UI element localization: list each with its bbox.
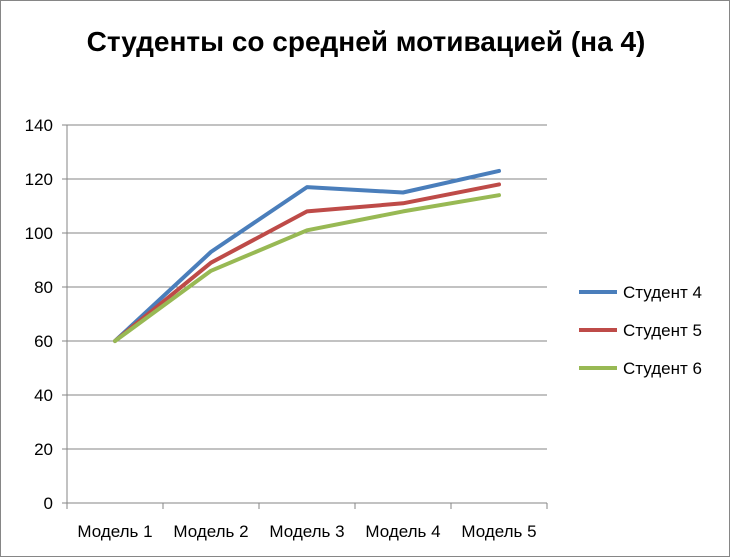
gridlines [67,124,547,450]
x-tick-label: Модель 1 [77,522,152,541]
legend-label: Студент 5 [623,321,702,340]
y-tick-label: 80 [34,278,53,297]
y-tick-label: 20 [34,440,53,459]
series-lines [113,168,501,343]
y-tick-label: 100 [25,224,53,243]
legend: Студент 4 Студент 5 Студент 6 [579,283,702,378]
x-tick-label: Модель 5 [461,522,536,541]
axes [62,124,548,509]
y-tick-label: 140 [25,116,53,135]
y-axis-ticks: 0 20 40 60 80 100 120 140 [25,116,53,513]
legend-label: Студент 4 [623,283,702,302]
chart-title: Студенты со средней мотивацией (на 4) [86,26,646,57]
x-axis-ticks: Модель 1 Модель 2 Модель 3 Модель 4 Модель 5 [77,522,536,541]
legend-label: Студент 6 [623,359,702,378]
y-tick-label: 120 [25,170,53,189]
x-tick-label: Модель 3 [269,522,344,541]
y-tick-label: 60 [34,332,53,351]
y-tick-label: 40 [34,386,53,405]
series-line-2 [113,182,501,343]
y-tick-label: 0 [44,494,53,513]
x-tick-label: Модель 2 [173,522,248,541]
series-line-1 [113,168,501,343]
x-tick-label: Модель 4 [365,522,440,541]
series-line-3 [113,193,501,343]
